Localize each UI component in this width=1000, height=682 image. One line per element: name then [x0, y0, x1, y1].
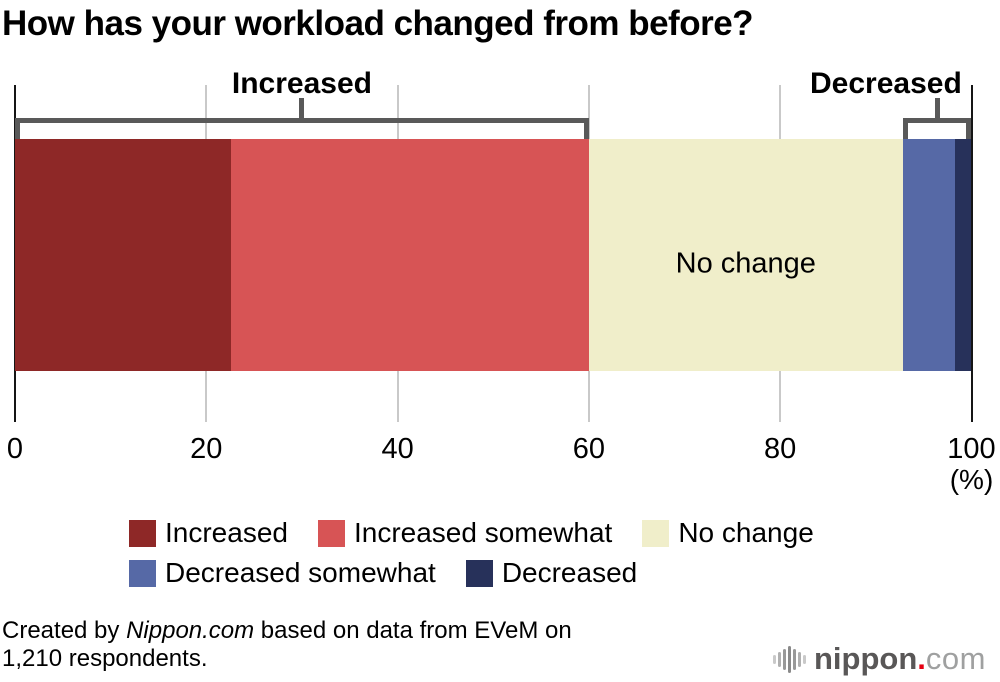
nippon-waveform-icon — [773, 642, 806, 676]
x-tick-label-20: 20 — [190, 433, 223, 465]
waveform-bar — [798, 651, 801, 667]
x-tick-label-40: 40 — [381, 433, 414, 465]
nippon-logo: nippon.com — [773, 641, 986, 677]
legend: Increased Increased somewhat No change Decr… — [129, 513, 814, 593]
plot-area: 0 20 40 60 80 100 (%) No change Increased Decreas… — [6, 67, 996, 496]
legend-swatch-decreased — [465, 559, 493, 587]
footer-credit: Created by Nippon.com based on data from… — [2, 617, 642, 673]
bracket-label-increased: Increased — [231, 67, 372, 100]
nippon-logo-text: nippon.com — [814, 641, 986, 677]
x-tick-label-100: 100 — [947, 433, 996, 465]
waveform-bar — [803, 654, 806, 664]
legend-swatch-no-change — [642, 519, 670, 547]
axis-line-right — [970, 85, 973, 422]
legend-row: Increased Increased somewhat No change — [129, 513, 814, 553]
logo-word-com: com — [925, 641, 986, 676]
legend-label: Increased somewhat — [353, 517, 613, 548]
legend-item-increased-somewhat: Increased somewhat — [317, 517, 613, 549]
bar-segment-decreased — [955, 139, 972, 371]
legend-label: No change — [678, 517, 814, 548]
credit-text-suffix: based on data from EVeM on 1,210 respond… — [2, 617, 572, 672]
legend-swatch-increased — [129, 519, 156, 547]
bracket-tick-increased — [299, 98, 305, 119]
bar-segment-decreased-somewhat — [902, 139, 956, 371]
credit-source-italic: Nippon.com — [126, 617, 255, 644]
x-axis-unit-label: (%) — [949, 464, 994, 495]
bracket-tick-decreased — [934, 98, 940, 119]
x-tick-label-60: 60 — [572, 433, 606, 465]
x-tick-label-80: 80 — [764, 433, 797, 465]
bar-segment-no-change — [588, 139, 903, 371]
bracket-decreased — [902, 118, 972, 139]
legend-label: Increased — [165, 517, 288, 548]
legend-label: Decreased — [501, 557, 638, 588]
credit-text: Created by — [2, 617, 127, 644]
logo-red-dot: . — [917, 641, 926, 676]
x-tick-label-0: 0 — [6, 433, 24, 465]
legend-item-increased: Increased — [129, 517, 288, 549]
bar-segment-label: No change — [675, 247, 816, 280]
bar-segment-increased-somewhat — [231, 139, 589, 371]
waveform-bar — [773, 654, 776, 664]
legend-swatch-decreased-somewhat — [129, 559, 156, 587]
legend-swatch-increased-somewhat — [317, 519, 345, 547]
bracket-increased — [15, 118, 589, 139]
waveform-bar — [783, 648, 786, 670]
bar-segment-increased — [15, 139, 232, 371]
waveform-bar — [793, 648, 796, 670]
legend-label: Decreased somewhat — [165, 557, 436, 588]
legend-item-no-change: No change — [642, 517, 814, 549]
legend-item-decreased-somewhat: Decreased somewhat — [129, 557, 436, 589]
waveform-bar — [788, 645, 791, 673]
chart-title: How has your workload changed from befor… — [2, 4, 754, 43]
bracket-label-decreased: Decreased — [810, 67, 962, 100]
legend-row: Decreased somewhat Decreased — [129, 553, 814, 593]
logo-word-nippon: nippon — [814, 641, 918, 676]
legend-item-decreased: Decreased — [465, 557, 638, 589]
waveform-bar — [778, 651, 781, 667]
